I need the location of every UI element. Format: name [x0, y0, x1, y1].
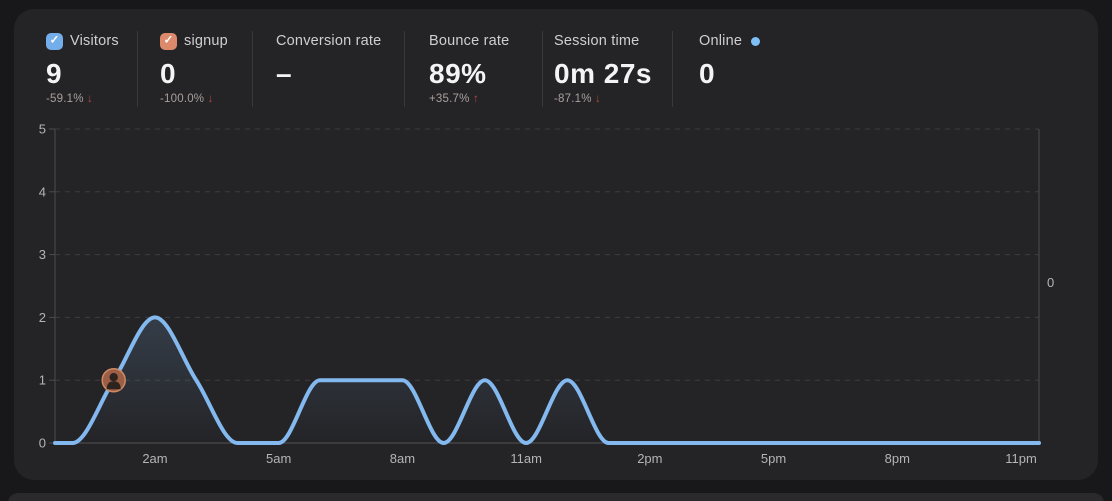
stat-value-session-time: 0m 27s: [554, 58, 652, 89]
stat-value-bounce-rate: 89%: [429, 58, 487, 89]
stat-value-conversion-rate: –: [276, 58, 293, 89]
arrow-down-icon: ↓: [87, 93, 93, 105]
stats-divider: [672, 31, 673, 107]
x-tick-label: 11pm: [1005, 451, 1037, 466]
right-axis-label: 0: [1047, 275, 1054, 290]
check-icon: ✓: [49, 34, 60, 47]
signup-checkbox[interactable]: ✓: [160, 32, 177, 50]
stat-label-online: Online: [699, 33, 743, 49]
visitors-checkbox[interactable]: ✓: [46, 32, 63, 50]
stat-session-time[interactable]: Session time 0m 27s -87.1% ↓: [554, 32, 652, 105]
stat-online[interactable]: Online 0: [699, 32, 761, 89]
x-tick-label: 8am: [390, 451, 415, 466]
stat-session-header: Session time: [554, 32, 652, 50]
online-dot-icon: [751, 36, 761, 46]
stat-conversion-rate[interactable]: Conversion rate –: [276, 32, 381, 89]
stat-label-session-time: Session time: [554, 33, 640, 49]
stat-bounce-header: Bounce rate: [429, 32, 509, 50]
y-tick-label: 3: [39, 247, 46, 262]
stat-conversion-header: Conversion rate: [276, 32, 381, 50]
stats-divider: [404, 31, 405, 107]
stat-label-bounce-rate: Bounce rate: [429, 33, 510, 49]
stat-delta-bounce-rate: +35.7% ↑: [429, 93, 509, 105]
delta-text: +35.7%: [429, 93, 470, 105]
y-tick-label: 1: [39, 373, 46, 388]
stat-visitors[interactable]: ✓ Visitors 9 -59.1% ↓: [46, 32, 119, 105]
stat-value-signup: 0: [160, 58, 177, 89]
stat-visitors-header: ✓ Visitors: [46, 32, 119, 50]
x-tick-label: 2pm: [637, 451, 662, 466]
stats-divider: [542, 31, 543, 107]
stat-label-visitors: Visitors: [70, 33, 119, 49]
stat-label-signup: signup: [184, 33, 228, 49]
stat-online-header: Online: [699, 32, 761, 50]
stat-label-conversion-rate: Conversion rate: [276, 33, 382, 49]
stats-divider: [137, 31, 138, 107]
x-tick-label: 5pm: [761, 451, 786, 466]
check-icon: ✓: [163, 34, 174, 47]
stat-signup[interactable]: ✓ signup 0 -100.0% ↓: [160, 32, 228, 105]
stat-value-online: 0: [699, 58, 716, 89]
x-tick-label: 11am: [510, 451, 542, 466]
stat-delta-session-time: -87.1% ↓: [554, 93, 652, 105]
stat-delta-visitors: -59.1% ↓: [46, 93, 119, 105]
stats-divider: [252, 31, 253, 107]
next-card-top-edge: [8, 493, 1104, 501]
visitors-line: [53, 315, 1041, 445]
y-tick-label: 2: [39, 310, 46, 325]
x-tick-label: 2am: [142, 451, 167, 466]
stat-value-visitors: 9: [46, 58, 63, 89]
arrow-down-icon: ↓: [595, 93, 601, 105]
arrow-up-icon: ↑: [472, 93, 479, 105]
x-tick-label: 8pm: [885, 451, 910, 466]
delta-text: -87.1%: [554, 93, 592, 105]
stat-bounce-rate[interactable]: Bounce rate 89% +35.7% ↑: [429, 32, 509, 105]
y-tick-label: 5: [39, 122, 46, 137]
delta-text: -59.1%: [46, 93, 84, 105]
arrow-down-icon: ↓: [207, 93, 214, 105]
stat-delta-signup: -100.0% ↓: [160, 93, 228, 105]
stat-signup-header: ✓ signup: [160, 32, 228, 50]
x-tick-label: 5am: [266, 451, 291, 466]
y-tick-label: 4: [39, 184, 46, 199]
visitor-avatar-marker[interactable]: [101, 367, 126, 393]
delta-text: -100.0%: [160, 93, 205, 105]
y-tick-label: 0: [39, 436, 46, 451]
